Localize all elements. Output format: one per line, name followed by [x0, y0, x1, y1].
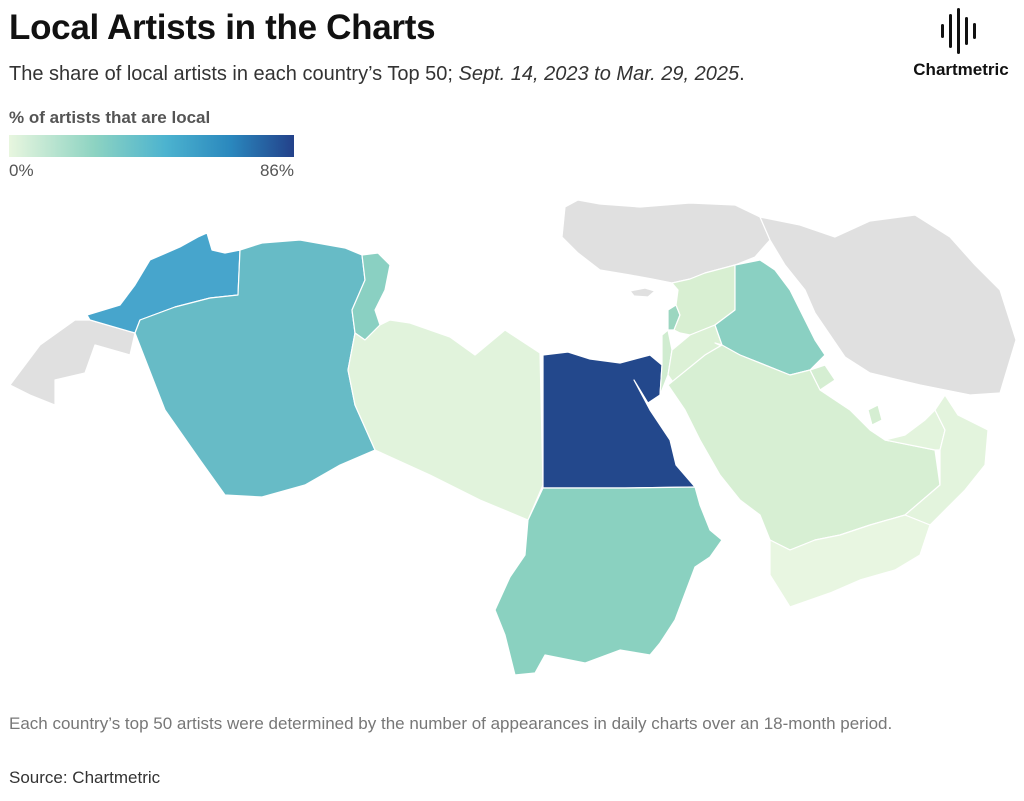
color-legend: % of artists that are local 0% 86%	[9, 108, 294, 185]
region-yemen	[769, 514, 931, 608]
footnote: Each country’s top 50 artists were deter…	[9, 714, 893, 733]
chart-subtitle: The share of local artists in each count…	[9, 63, 745, 86]
subtitle-period: Sept. 14, 2023 to Mar. 29, 2025	[458, 63, 740, 85]
region-qatar	[867, 404, 883, 426]
legend-gradient-bar	[9, 135, 294, 157]
logo-text: Chartmetric	[913, 60, 1009, 79]
region-algeria	[134, 239, 376, 498]
choropleth-map	[9, 199, 1017, 676]
region-libya	[347, 319, 544, 521]
chartmetric-logo: Chartmetric	[905, 8, 1017, 80]
region-oman	[904, 394, 989, 526]
subtitle-text: The share of local artists in each count…	[9, 63, 459, 85]
chart-title: Local Artists in the Charts	[9, 8, 436, 47]
region-cyprus	[629, 287, 656, 298]
region-sudan	[494, 486, 723, 676]
legend-max-label: 86%	[259, 161, 294, 180]
legend-min-label: 0%	[9, 161, 34, 180]
legend-labels: 0% 86%	[9, 161, 294, 185]
region-iran	[759, 214, 1017, 396]
soundwave-icon	[941, 8, 976, 54]
source-credit: Source: Chartmetric	[9, 768, 161, 787]
region-western-sahara	[9, 319, 136, 406]
legend-title: % of artists that are local	[9, 108, 211, 127]
subtitle-end: .	[739, 63, 745, 85]
